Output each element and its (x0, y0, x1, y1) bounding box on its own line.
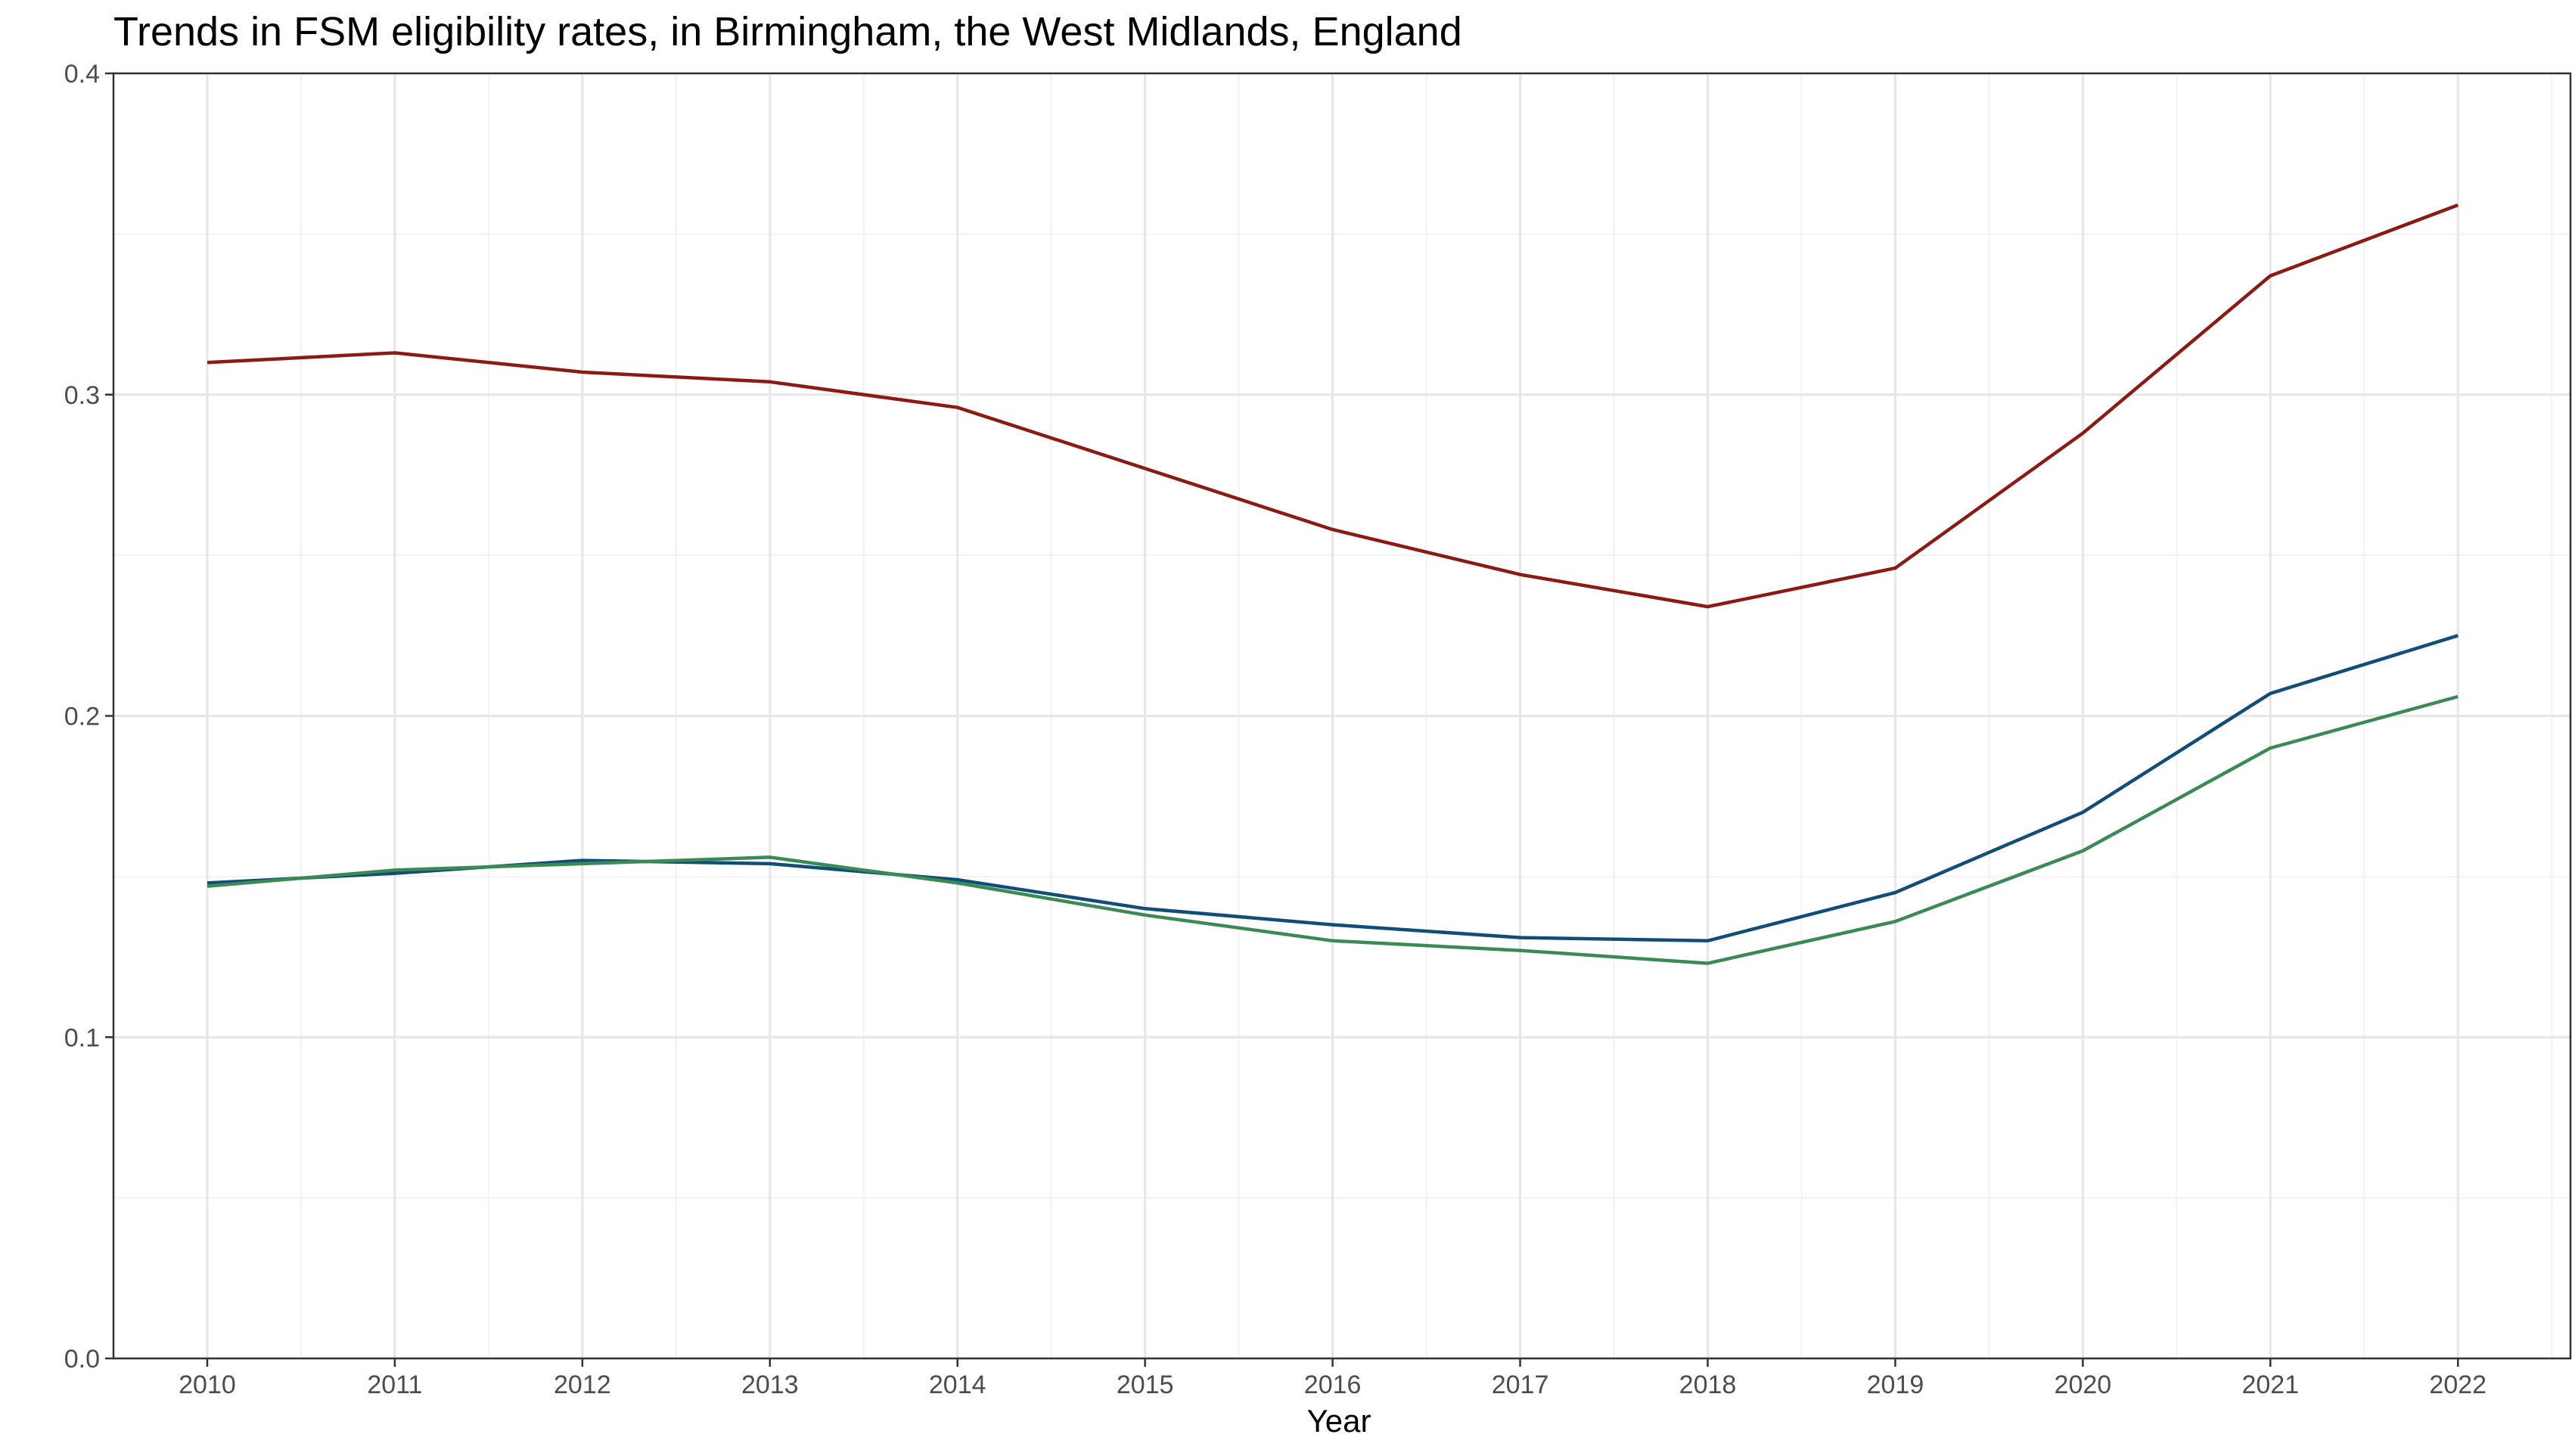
x-tick-label: 2015 (1117, 1371, 1174, 1399)
grid (113, 72, 2570, 1360)
x-tick-label: 2012 (554, 1371, 611, 1399)
x-tick-label: 2022 (2429, 1371, 2486, 1399)
series-line-2 (207, 634, 2459, 943)
y-tick-label: 0.3 (64, 381, 100, 410)
y-tick-label: 0.1 (64, 1023, 100, 1052)
series-line-3 (207, 694, 2459, 965)
x-tick-label: 2018 (1679, 1371, 1737, 1399)
x-tick-label: 2014 (929, 1371, 986, 1399)
y-tick-label: 0.2 (64, 703, 100, 731)
y-tick-label: 0.4 (64, 60, 100, 88)
x-tick-label: 2010 (179, 1371, 236, 1399)
x-tick-label: 2019 (1867, 1371, 1924, 1399)
series-lines (207, 203, 2459, 965)
y-tick-label: 0.0 (64, 1345, 100, 1374)
x-tick-label: 2013 (741, 1371, 799, 1399)
x-tick-label: 2017 (1492, 1371, 1549, 1399)
x-tick-label: 2021 (2241, 1371, 2299, 1399)
axes: 2010 2011 2012 2013 2014 2015 2016 2017 2018 2019… (64, 60, 2572, 1399)
x-tick-label: 2016 (1304, 1371, 1362, 1399)
x-tick-label: 2020 (2055, 1371, 2112, 1399)
x-tick-label: 2011 (367, 1371, 422, 1399)
chart-title: Trends in FSM eligibility rates, in Birm… (113, 9, 1462, 54)
series-line-1 (207, 203, 2459, 609)
x-axis-title: Year (1307, 1403, 1371, 1439)
